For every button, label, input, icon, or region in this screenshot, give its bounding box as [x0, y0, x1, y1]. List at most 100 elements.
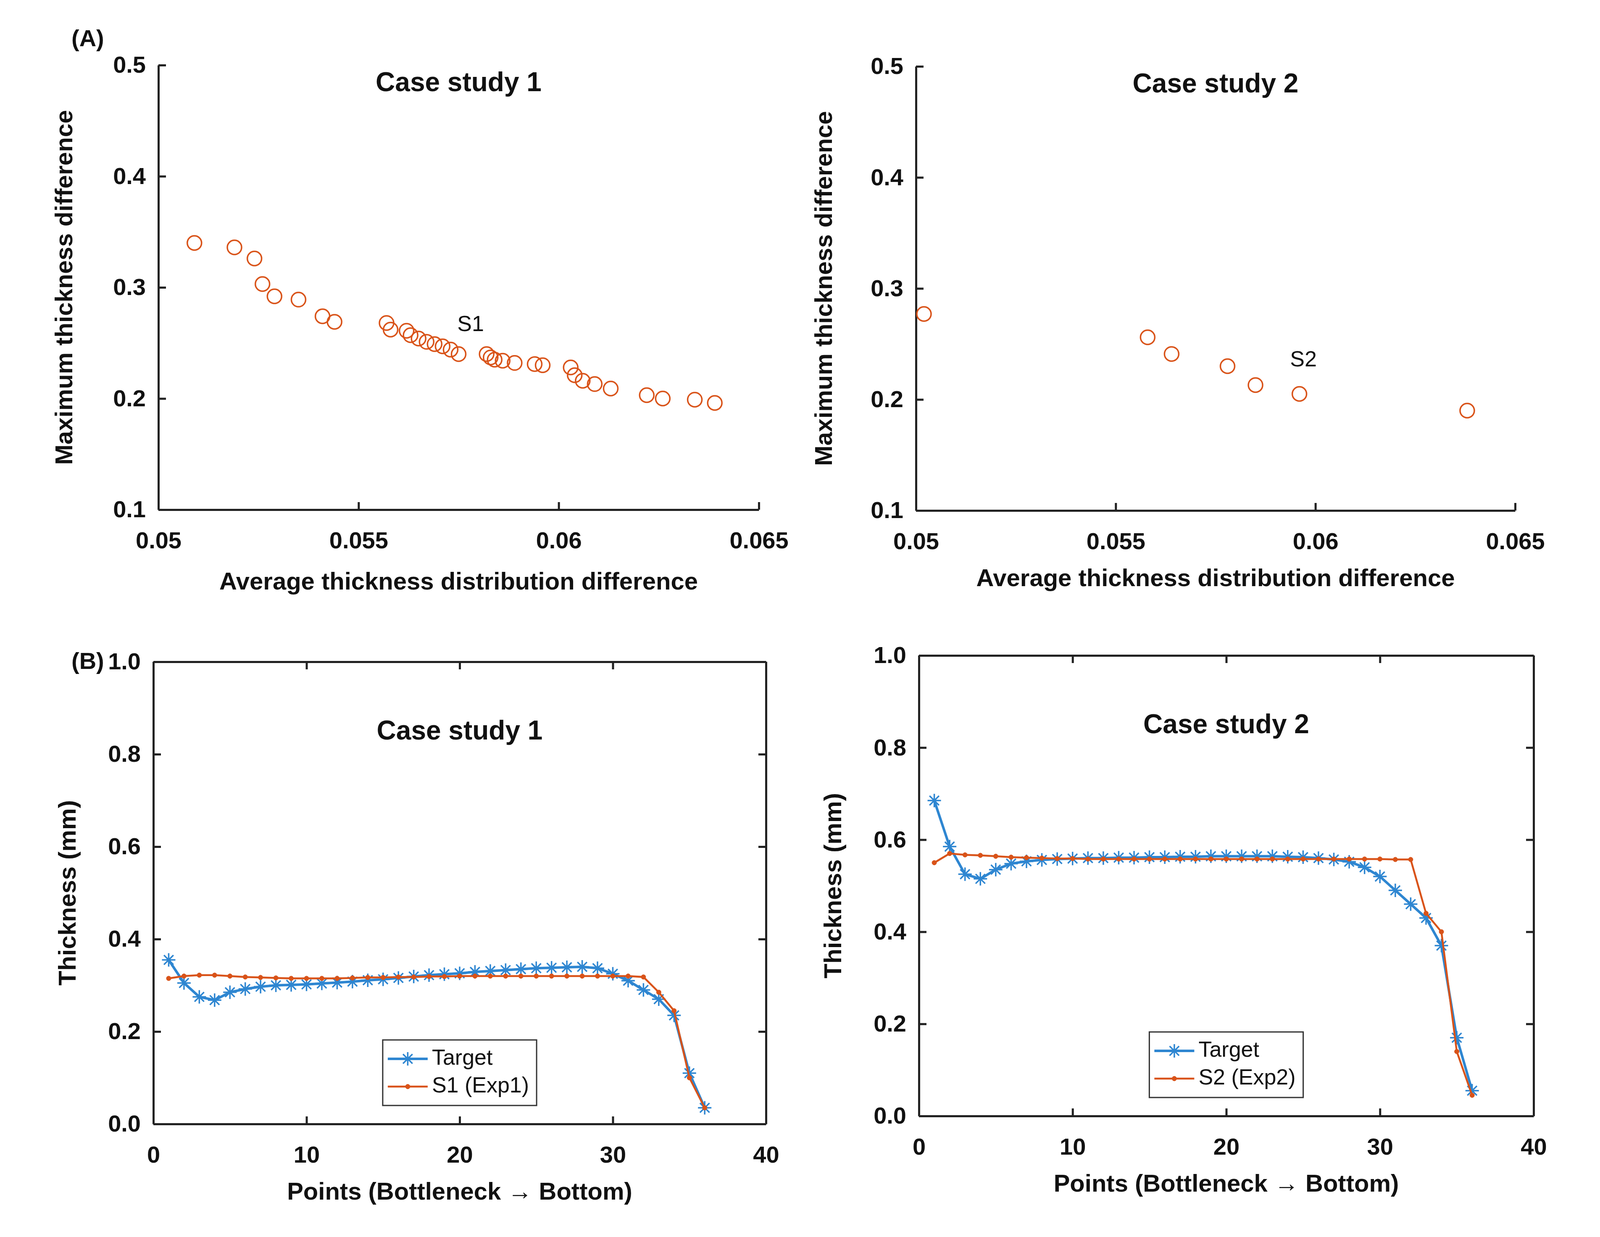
x-axis-top-tick — [1379, 655, 1381, 664]
series-line — [934, 853, 1473, 1095]
y-axis-tick: 0.6 — [873, 826, 927, 853]
y-axis-tick-mark — [918, 1023, 927, 1026]
y-axis-tick-label: 1.0 — [107, 647, 141, 675]
y-axis-tick-mark — [915, 65, 924, 68]
series-marker — [1157, 850, 1172, 864]
x-axis-tick-mark — [1225, 1108, 1228, 1116]
scatter-point — [535, 357, 550, 373]
y-axis-tick-mark — [153, 845, 161, 848]
series-marker — [697, 1101, 712, 1115]
y-axis-right — [758, 662, 767, 1125]
series-marker — [682, 1066, 697, 1080]
panel-label: (B) — [71, 647, 105, 674]
x-axis-top-tick — [1226, 655, 1227, 664]
y-axis-right-tick-mark — [758, 1123, 766, 1126]
y-axis-right-tick — [1526, 747, 1534, 748]
y-axis-tick-mark — [158, 64, 166, 67]
series-marker — [1188, 850, 1203, 864]
y-axis-tick-label: 0.6 — [873, 826, 907, 853]
chart: 0102030400.00.20.40.60.81.0Case study 2P… — [818, 641, 1548, 1197]
y-axis-tick-label: 0.2 — [870, 385, 904, 413]
y-axis-right-tick-mark — [758, 938, 766, 941]
x-axis-top-tick — [1072, 655, 1074, 664]
scatter-point — [1460, 403, 1475, 418]
legend-marker — [405, 1084, 411, 1090]
x-axis-title: Average thickness distribution differenc… — [976, 563, 1456, 592]
scatter-point — [227, 240, 242, 255]
x-axis-tick: 0.065 — [1485, 502, 1545, 555]
y-axis-tick-label: 0.1 — [113, 495, 146, 523]
series-marker — [1177, 856, 1183, 862]
x-axis-tick-mark — [612, 1116, 615, 1124]
y-axis-tick: 0.1 — [113, 495, 166, 523]
panel-label: (A) — [71, 24, 105, 52]
x-axis-tick-label: 0.06 — [1292, 527, 1339, 555]
y-axis-tick: 0.8 — [873, 734, 927, 761]
y-axis-tick-label: 0.4 — [107, 925, 141, 952]
y-axis: 0.00.20.40.60.81.0 — [873, 641, 927, 1129]
x-axis-tick: 0.06 — [536, 502, 582, 554]
series-marker — [1465, 1084, 1479, 1098]
y-axis-right-tick — [758, 846, 766, 848]
scatter-point — [603, 381, 619, 396]
x-axis-top-tick — [459, 661, 461, 670]
series-marker — [1223, 856, 1229, 862]
y-axis-tick-label: 0.4 — [873, 918, 907, 945]
x-axis-tick-label: 0 — [147, 1141, 161, 1168]
x-axis-line — [916, 509, 1516, 512]
y-axis-tick: 0.3 — [113, 273, 166, 300]
series-marker — [396, 974, 401, 980]
series-marker — [227, 973, 233, 979]
series-marker — [1342, 855, 1356, 869]
scatter-point — [587, 376, 602, 392]
x-axis-tick-mark — [757, 502, 761, 510]
series-marker — [1250, 849, 1264, 864]
y-axis-tick: 0.8 — [107, 740, 161, 767]
y-axis-tick-label: 0.2 — [873, 1010, 907, 1037]
y-axis-right-tick-mark — [1526, 1023, 1534, 1026]
y-axis-right-tick-mark — [758, 660, 766, 664]
chart-title: Case study 1 — [376, 715, 543, 746]
y-axis-right-tick-mark — [1526, 931, 1534, 934]
scatter-point — [435, 339, 450, 354]
scatter-point — [383, 322, 398, 337]
x-axis: 0.050.0550.060.065 — [893, 502, 1545, 555]
series-marker — [1147, 856, 1152, 862]
series-marker — [192, 990, 206, 1004]
y-axis-right-tick-mark — [758, 845, 766, 848]
series-marker — [411, 974, 416, 980]
series-marker — [1450, 1031, 1464, 1045]
plot-area — [927, 793, 1479, 1098]
series-marker — [595, 973, 600, 979]
series — [161, 953, 712, 1115]
x-axis-top-tick — [613, 661, 614, 670]
series-marker — [1127, 850, 1141, 865]
series-marker — [1373, 869, 1387, 884]
y-axis-tick-label: 0.0 — [107, 1110, 141, 1137]
y-axis-tick: 1.0 — [107, 647, 161, 675]
series-marker — [1100, 856, 1106, 862]
series-marker — [702, 1105, 708, 1111]
scatter-point — [451, 347, 466, 362]
x-axis-tick-mark — [1071, 1108, 1074, 1116]
y-axis-tick-mark — [158, 397, 166, 400]
x-axis-tick-label: 0.05 — [893, 527, 940, 555]
y-axis-tick-label: 0.1 — [870, 496, 904, 524]
series-marker — [947, 851, 953, 856]
scatter-point — [655, 391, 670, 406]
series-marker — [197, 972, 202, 978]
y-axis-right-tick — [758, 661, 766, 663]
scatter-point — [411, 331, 426, 346]
x-axis-top-tick-mark — [305, 661, 308, 670]
y-axis: 0.10.20.30.40.5 — [870, 52, 924, 524]
series-marker — [289, 976, 294, 981]
series-marker — [564, 973, 570, 979]
x-axis-tick-label: 0.065 — [729, 526, 789, 554]
series-marker — [472, 973, 478, 979]
scatter-point — [916, 306, 932, 322]
series-marker — [503, 973, 508, 979]
legend-entry: Target — [1154, 1036, 1260, 1062]
y-axis-tick: 0.5 — [113, 51, 166, 78]
series-marker — [304, 976, 309, 981]
series-marker — [1377, 856, 1383, 862]
